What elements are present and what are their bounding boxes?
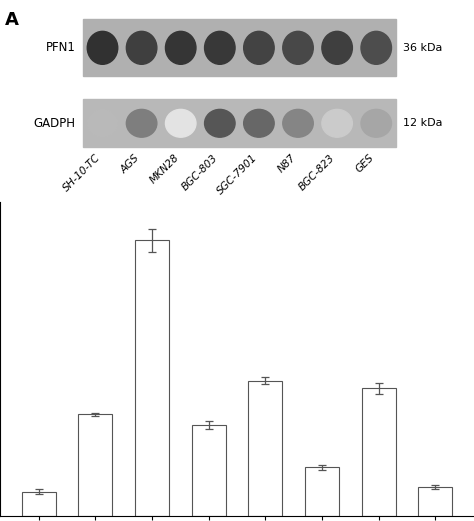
Ellipse shape — [244, 31, 274, 64]
Ellipse shape — [165, 31, 196, 64]
Ellipse shape — [87, 31, 118, 64]
Ellipse shape — [87, 109, 118, 137]
Ellipse shape — [361, 31, 392, 64]
Text: A: A — [5, 10, 18, 29]
Text: SGC-7901: SGC-7901 — [215, 153, 259, 196]
Ellipse shape — [127, 109, 157, 137]
Ellipse shape — [244, 109, 274, 137]
Ellipse shape — [205, 109, 235, 137]
Ellipse shape — [361, 109, 392, 137]
Bar — [83, 19, 396, 76]
Bar — [83, 100, 396, 147]
Ellipse shape — [283, 31, 313, 64]
Text: GADPH: GADPH — [34, 117, 76, 130]
Bar — [78, 415, 112, 516]
Text: BGC-803: BGC-803 — [180, 153, 220, 192]
Text: N87: N87 — [276, 153, 298, 175]
Bar — [305, 467, 339, 516]
Text: BGC-823: BGC-823 — [298, 153, 337, 192]
Bar — [21, 491, 55, 516]
Text: SH-10-TC: SH-10-TC — [62, 153, 102, 194]
Text: GES: GES — [354, 153, 376, 175]
Text: AGS: AGS — [119, 153, 142, 175]
Bar — [248, 380, 283, 516]
Text: 36 kDa: 36 kDa — [403, 43, 442, 53]
Bar — [419, 487, 453, 516]
Ellipse shape — [322, 31, 352, 64]
Bar — [135, 240, 169, 516]
Ellipse shape — [283, 109, 313, 137]
Ellipse shape — [322, 109, 352, 137]
Text: PFN1: PFN1 — [46, 41, 76, 54]
Ellipse shape — [205, 31, 235, 64]
Bar — [191, 425, 226, 516]
Ellipse shape — [127, 31, 157, 64]
Text: 12 kDa: 12 kDa — [403, 118, 442, 128]
Ellipse shape — [165, 109, 196, 137]
Text: MKN28: MKN28 — [148, 153, 181, 185]
Bar — [362, 388, 396, 516]
